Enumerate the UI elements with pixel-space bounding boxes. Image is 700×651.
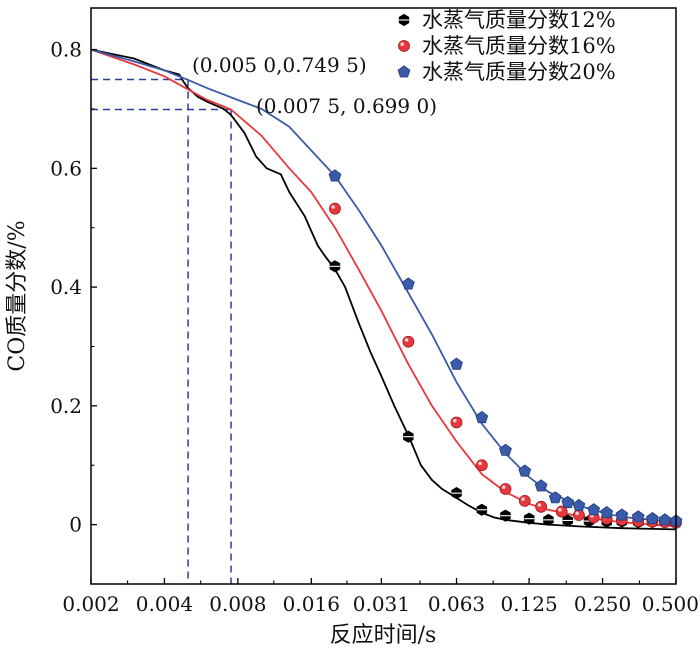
series-1-point-6 <box>523 512 535 525</box>
series-2-point-5-highlight <box>501 485 506 489</box>
y-tick-label-5: 0.8 <box>50 38 82 62</box>
legend-label-20: 水蒸气质量分数20% <box>422 60 616 84</box>
x-tick-label-4: 0.016 <box>283 592 340 616</box>
series-3-point-8 <box>548 491 562 504</box>
series-1-point-5 <box>500 509 511 522</box>
series-2-point-7-body <box>535 500 548 513</box>
annotation-label-2: (0.007 5, 0.699 0) <box>256 94 437 118</box>
y-tick-label-3: 0.4 <box>50 275 82 299</box>
series-1-point-8 <box>562 514 573 527</box>
series-3-point-12 <box>600 506 614 519</box>
series-2-point-7-highlight <box>537 503 542 507</box>
x-tick-label-9: 0.500 <box>642 592 699 616</box>
legend-marker-3 <box>397 65 411 78</box>
legend-marker-2-highlight <box>400 42 405 46</box>
series-2-point-2-highlight <box>404 338 409 342</box>
series-2-point-2-body <box>402 335 415 348</box>
series-line-3 <box>90 48 677 523</box>
series-2-point-2 <box>402 335 415 348</box>
series-1-point-1 <box>329 260 341 273</box>
series-3-point-16 <box>658 513 672 526</box>
series-2-point-4-highlight <box>478 461 482 466</box>
legend-label-12: 水蒸气质量分数12% <box>422 8 616 32</box>
annotation-label-1: (0.005 0,0.749 5) <box>192 53 367 77</box>
x-axis-title: 反应时间/s <box>330 623 437 648</box>
y-tick-label-4: 0.6 <box>50 156 82 180</box>
series-2-point-3-body <box>450 416 463 429</box>
x-tick-label-1: 0.002 <box>62 592 119 616</box>
series-line-1 <box>90 48 677 531</box>
legend: 水蒸气质量分数12% 水蒸气质量分数16% 水蒸气质量分数20% <box>397 8 616 84</box>
series-2-point-4 <box>475 459 488 472</box>
series-2-point-8 <box>555 505 568 518</box>
legend-marker-1 <box>398 13 410 27</box>
series-2-point-9 <box>573 509 585 522</box>
series-3-point-10 <box>572 498 586 512</box>
x-tick-label-6: 0.063 <box>428 592 485 616</box>
series-3-point-15 <box>646 512 659 525</box>
y-tick-label-1: 0 <box>69 513 82 537</box>
legend-label-16: 水蒸气质量分数16% <box>422 34 616 58</box>
series-2-point-5-body <box>499 483 512 495</box>
y-tick-label-2: 0.2 <box>50 394 82 418</box>
plot-frame <box>90 7 677 585</box>
series-3-point-7 <box>534 479 548 492</box>
series-1-point-3 <box>451 487 462 500</box>
series-2-point-3 <box>450 416 463 429</box>
series-2-point-4-body <box>475 459 488 472</box>
series-3-point-13 <box>615 508 629 521</box>
series-2-point-6-body <box>518 494 531 507</box>
x-tick-label-2: 0.004 <box>136 592 193 616</box>
series-3-point-2 <box>402 277 415 290</box>
series-3-point-11 <box>587 503 601 516</box>
legend-marker-2 <box>398 40 410 52</box>
x-tick-label-5: 0.031 <box>353 592 410 616</box>
series-3-point-6 <box>518 464 532 477</box>
series-2-point-9-highlight <box>575 511 579 516</box>
series-1-point-4 <box>476 503 488 516</box>
series-2-point-6 <box>518 494 531 507</box>
legend-marker-2-body <box>398 40 410 52</box>
series-3-point-1 <box>328 169 342 182</box>
series-2-point-7 <box>535 500 548 513</box>
series-2-point-1-body <box>329 202 341 215</box>
series-3-point-9 <box>561 495 575 509</box>
series-2-point-6-highlight <box>521 497 525 501</box>
series-2-point-5 <box>499 483 512 495</box>
series-3-point-5 <box>499 443 512 456</box>
x-tick-label-3: 0.008 <box>209 592 266 616</box>
series-2-point-1 <box>329 202 341 215</box>
series-1-point-2 <box>403 430 414 443</box>
series-3-point-4 <box>475 411 489 424</box>
series-2-point-8-highlight <box>558 507 562 512</box>
series-3-point-14 <box>631 510 645 523</box>
series-3-point-3 <box>450 357 463 370</box>
series-line-2 <box>90 48 677 528</box>
series-1-point-7 <box>543 513 554 526</box>
series-2-point-1-highlight <box>331 205 335 209</box>
series-2-point-3-highlight <box>452 418 457 423</box>
x-tick-label-8: 0.250 <box>574 592 631 616</box>
x-tick-label-7: 0.125 <box>500 592 557 616</box>
series-2-point-9-body <box>573 509 585 522</box>
y-axis-title: CO质量分数/% <box>5 220 30 371</box>
